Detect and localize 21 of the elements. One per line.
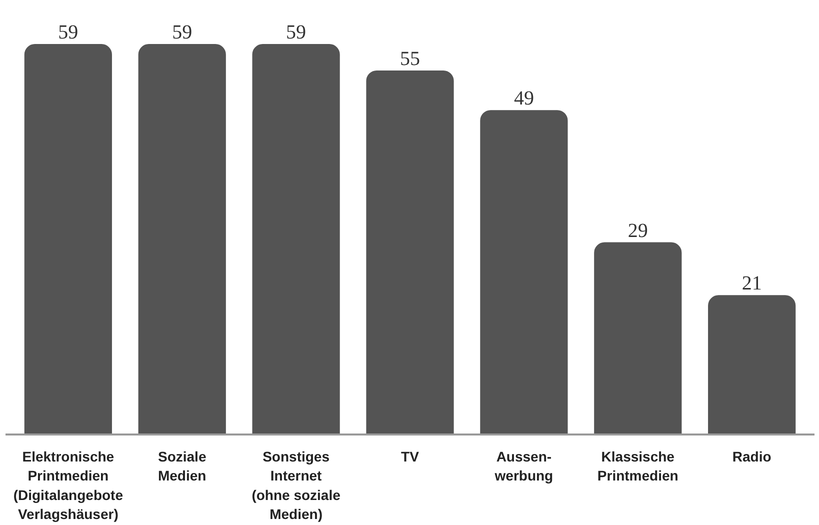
data-label: 29: [628, 220, 648, 242]
bar: [252, 44, 340, 434]
x-tick-label: Sonstiges Internet (ohne soziale Medien): [252, 448, 341, 522]
data-label: 49: [514, 88, 534, 110]
x-tick-label: Elektronische Printmedien (Digitalangebote Verlagshäuser): [13, 448, 124, 522]
x-tick-label: Aussen- werbung: [494, 448, 554, 484]
x-tick-label: Klassische Printmedien: [597, 448, 678, 484]
bar: [138, 44, 226, 434]
x-tick-label: Soziale Medien: [158, 448, 206, 484]
bar: [594, 242, 682, 434]
x-tick-label: TV: [401, 448, 420, 464]
bar: [708, 295, 796, 434]
data-label: 21: [742, 272, 762, 295]
data-label: 55: [400, 48, 420, 70]
x-tick-label: Radio: [732, 448, 772, 464]
bar: [480, 110, 568, 434]
data-label: 59: [172, 22, 192, 44]
bar: [24, 44, 112, 434]
data-label: 59: [286, 22, 306, 44]
bar: [366, 70, 454, 434]
data-label: 59: [58, 22, 78, 44]
